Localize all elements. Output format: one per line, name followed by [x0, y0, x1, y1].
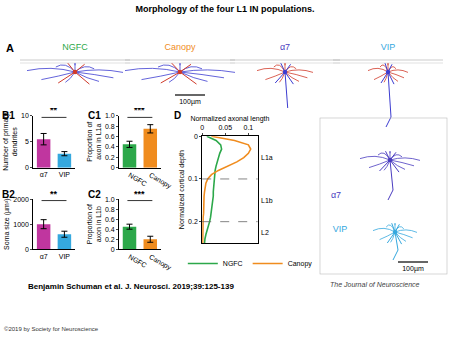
svg-text:Number of primarydendrites: Number of primarydendrites — [2, 112, 18, 170]
svg-text:VIP: VIP — [333, 224, 348, 234]
svg-text:***: *** — [134, 189, 145, 199]
svg-text:Canopy: Canopy — [164, 42, 196, 52]
svg-text:0.2: 0.2 — [105, 154, 115, 161]
svg-text:0.2: 0.2 — [105, 236, 115, 243]
svg-text:Normalized cortical depth: Normalized cortical depth — [178, 150, 186, 229]
svg-text:0.1: 0.1 — [188, 175, 198, 182]
svg-text:0.05: 0.05 — [218, 124, 232, 131]
svg-text:0.1: 0.1 — [244, 124, 254, 131]
svg-text:Proportion ofaxon in L1a: Proportion ofaxon in L1a — [86, 122, 102, 162]
svg-text:0.8: 0.8 — [105, 123, 115, 130]
svg-text:10: 10 — [21, 112, 29, 119]
svg-text:0.6: 0.6 — [105, 216, 115, 223]
svg-text:0.4: 0.4 — [105, 226, 115, 233]
svg-text:NGFC: NGFC — [127, 253, 148, 269]
svg-text:0: 0 — [111, 246, 115, 253]
svg-text:2000: 2000 — [13, 196, 29, 203]
svg-text:α7: α7 — [40, 171, 48, 178]
svg-text:0: 0 — [25, 164, 29, 171]
svg-text:VIP: VIP — [59, 253, 71, 260]
svg-text:Canopy: Canopy — [288, 260, 313, 268]
svg-text:NGFC: NGFC — [62, 42, 88, 52]
svg-text:L2: L2 — [261, 229, 269, 236]
svg-text:100µm: 100µm — [402, 265, 424, 273]
svg-text:NGFC: NGFC — [127, 171, 148, 187]
svg-text:B1: B1 — [2, 110, 15, 121]
svg-text:C1: C1 — [88, 110, 101, 121]
svg-text:0: 0 — [194, 133, 198, 140]
svg-text:1.0: 1.0 — [105, 112, 115, 119]
svg-text:L1b: L1b — [261, 197, 273, 204]
html-text:©2019 by Society for Neuroscie: ©2019 by Society for Neuroscience — [4, 326, 99, 332]
html-text:The Journal of Neuroscience: The Journal of Neuroscience — [330, 281, 420, 288]
html-text:Morphology of the four L1 IN p: Morphology of the four L1 IN populations… — [135, 4, 315, 14]
svg-text:0.6: 0.6 — [105, 133, 115, 140]
svg-text:0.4: 0.4 — [105, 143, 115, 150]
svg-text:B2: B2 — [2, 189, 15, 200]
svg-text:0.8: 0.8 — [105, 206, 115, 213]
svg-text:**: ** — [50, 189, 58, 199]
svg-text:D: D — [174, 110, 181, 121]
svg-text:VIP: VIP — [59, 171, 71, 178]
svg-text:Soma size (µm²): Soma size (µm²) — [3, 198, 11, 249]
svg-text:Proportion ofaxon in L1b: Proportion ofaxon in L1b — [86, 204, 102, 244]
svg-text:Normalized axonal length: Normalized axonal length — [190, 115, 269, 123]
svg-text:**: ** — [50, 108, 58, 115]
svg-text:A: A — [6, 42, 14, 54]
svg-text:α7: α7 — [331, 190, 341, 200]
svg-text:NGFC: NGFC — [223, 260, 243, 267]
svg-text:L1a: L1a — [261, 154, 273, 161]
svg-text:Canopy: Canopy — [148, 253, 173, 272]
svg-text:Canopy: Canopy — [148, 171, 173, 190]
svg-text:0: 0 — [111, 164, 115, 171]
svg-text:C2: C2 — [88, 189, 101, 200]
svg-text:VIP: VIP — [381, 42, 396, 52]
html-text:Benjamin Schuman et al. J. Neu: Benjamin Schuman et al. J. Neurosci. 201… — [28, 282, 234, 291]
svg-text:1.0: 1.0 — [105, 196, 115, 203]
svg-text:α7: α7 — [280, 42, 290, 52]
svg-text:100µm: 100µm — [179, 98, 201, 106]
svg-text:***: *** — [134, 108, 145, 115]
svg-text:1000: 1000 — [13, 221, 29, 228]
svg-text:0: 0 — [200, 124, 204, 131]
svg-text:0.2: 0.2 — [188, 218, 198, 225]
svg-text:5: 5 — [25, 138, 29, 145]
svg-text:α7: α7 — [40, 253, 48, 260]
svg-text:0: 0 — [25, 246, 29, 253]
